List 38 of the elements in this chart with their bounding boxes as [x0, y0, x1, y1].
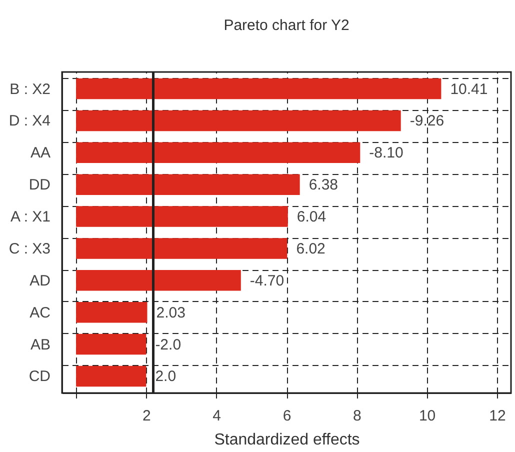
y-tick-label: DD [28, 176, 51, 194]
annotation: -4.70 [250, 272, 284, 290]
y-tick-label: AA [30, 144, 50, 162]
x-tick-label: 4 [212, 408, 222, 424]
annotation: 6.04 [296, 208, 326, 226]
annotation: 10.41 [450, 80, 488, 98]
annotation: -9.26 [410, 112, 444, 130]
y-tick-label: D : X4 [8, 112, 50, 130]
x-axis-title: Standardized effects [214, 432, 360, 448]
bar [76, 206, 288, 227]
y-tick-label: AB [30, 336, 50, 354]
annotation: -2.0 [155, 336, 182, 354]
annotation: 6.02 [296, 240, 326, 258]
y-tick-label: AD [30, 272, 51, 290]
bar [76, 110, 401, 132]
x-tick-label: 10 [418, 408, 436, 424]
bar [76, 238, 288, 259]
y-tick-label: A : X1 [10, 208, 50, 226]
annotation: 6.38 [308, 176, 338, 194]
annotation: 2.03 [156, 304, 186, 322]
bar [76, 174, 300, 195]
bar [76, 334, 146, 355]
annotation: 2.0 [155, 368, 176, 386]
bar [76, 142, 360, 164]
y-tick-label: B : X2 [10, 80, 50, 98]
y-tick-label: AC [30, 304, 51, 322]
bar [76, 302, 148, 323]
x-tick-label: 12 [489, 408, 506, 424]
chart-title: Pareto chart for Y2 [224, 17, 350, 34]
y-tick-label: CD [28, 368, 51, 386]
x-tick-label: 6 [282, 408, 292, 424]
x-tick-label: 8 [352, 408, 362, 424]
bar [76, 366, 146, 387]
bar [76, 78, 442, 100]
y-tick-label: C : X3 [8, 240, 50, 258]
x-tick-label: 2 [142, 408, 151, 424]
bar [76, 270, 241, 291]
annotation: -8.10 [369, 144, 404, 162]
